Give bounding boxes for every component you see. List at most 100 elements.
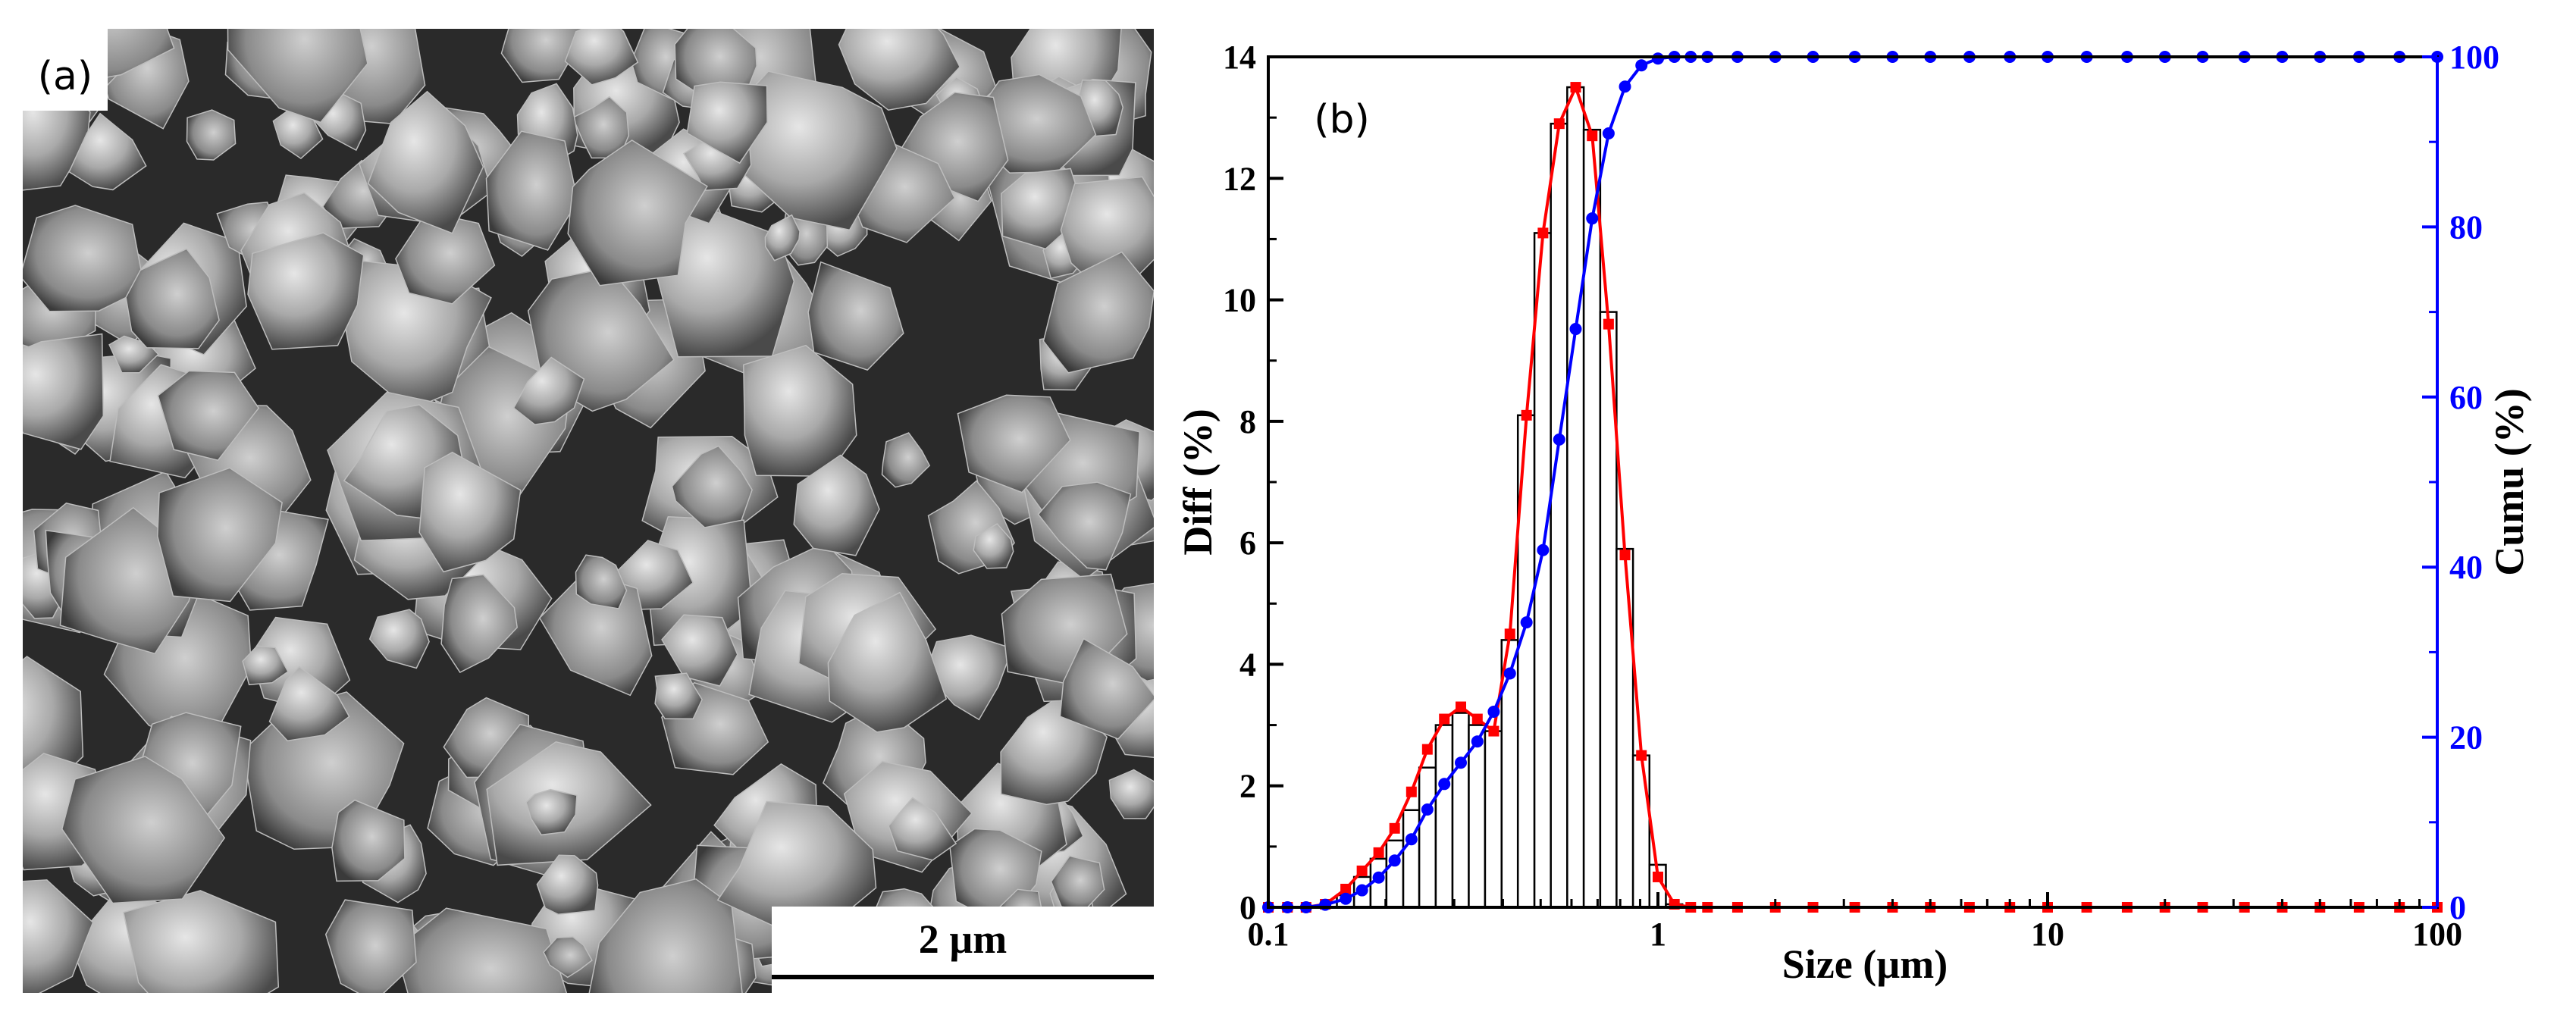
sem-grain — [888, 797, 957, 861]
y-right-tick-label: 60 — [2449, 379, 2483, 416]
sem-grain — [827, 591, 948, 733]
sem-grain — [440, 574, 518, 673]
cumu-point — [1602, 127, 1615, 139]
diff-point — [1587, 130, 1598, 142]
sem-grain — [368, 609, 430, 669]
cumu-point — [1421, 803, 1434, 816]
diff-point — [1389, 822, 1400, 834]
sem-grain — [807, 261, 904, 371]
sem-grain — [418, 451, 522, 573]
histogram-bars — [1336, 86, 1684, 909]
sem-grain — [564, 29, 639, 86]
sem-grain — [686, 81, 768, 164]
sem-grain — [661, 614, 738, 687]
cumu-point — [1586, 212, 1599, 225]
x-tick-label: 10 — [2031, 916, 2064, 953]
histogram-bar — [1418, 766, 1437, 909]
sem-grain — [671, 445, 753, 528]
sem-grain — [157, 370, 260, 462]
diff-point — [1340, 883, 1352, 894]
y-left-tick-label: 14 — [1223, 39, 1256, 76]
y-right-tick-label: 0 — [2449, 889, 2466, 926]
histogram-bar — [1402, 809, 1421, 909]
sem-grain — [123, 890, 280, 993]
diff-point — [1421, 744, 1433, 755]
sem-grain — [538, 571, 653, 697]
sem-grain — [324, 899, 417, 993]
diff-point — [1553, 118, 1565, 130]
sem-grain — [543, 936, 593, 979]
panel-b-label: (b) — [1314, 97, 1370, 143]
cumu-point — [1503, 667, 1516, 680]
sem-grain — [23, 205, 146, 312]
sem-grain — [500, 29, 583, 83]
x-tick-label: 0.1 — [1248, 916, 1290, 953]
sem-grain — [268, 666, 350, 742]
sem-grain — [247, 232, 365, 350]
y-right-tick-label: 80 — [2449, 208, 2483, 246]
diff-point — [1504, 628, 1515, 640]
sem-grain — [61, 756, 226, 904]
sem-micrograph-icon — [23, 29, 1154, 993]
diff-point — [1570, 82, 1581, 93]
diff-point — [1373, 847, 1384, 858]
cumu-point — [1520, 616, 1533, 629]
sem-grain — [125, 248, 220, 349]
diff-point — [1521, 409, 1532, 421]
y-right-tick-label: 20 — [2449, 719, 2483, 756]
cumu-point — [1537, 543, 1550, 556]
diff-point — [1356, 865, 1368, 876]
sem-grain — [1108, 769, 1154, 819]
histogram-bar — [1500, 639, 1519, 909]
cumu-point — [1405, 833, 1418, 846]
sem-grain — [367, 90, 484, 234]
histogram-bar — [1631, 754, 1651, 909]
sem-grain — [395, 211, 496, 305]
diff-point — [1471, 713, 1483, 725]
sem-grain — [23, 879, 94, 993]
cumu-point — [1438, 778, 1451, 791]
cumu-point — [1372, 871, 1385, 884]
panel-a-label: (a) — [38, 54, 92, 99]
sem-grain — [764, 214, 801, 262]
sem-grain — [227, 29, 368, 124]
cumu-point — [1652, 52, 1664, 65]
sem-grain — [512, 356, 585, 425]
diff-point — [1537, 227, 1549, 239]
diff-point — [1653, 871, 1663, 882]
sem-grain — [23, 333, 105, 450]
cumu-point — [1569, 323, 1582, 336]
panel-a: (a) 2 µm — [23, 29, 1154, 993]
cumu-point — [1340, 892, 1352, 905]
y-left-tick-label: 2 — [1239, 768, 1256, 805]
y-left-tick-label: 12 — [1223, 160, 1256, 197]
y-axis-title-right: Cumu (%) — [2487, 388, 2532, 576]
y-right-tick-label: 100 — [2449, 39, 2499, 76]
diff-point — [1455, 701, 1466, 713]
cumu-point — [1553, 433, 1565, 446]
sem-grain — [1042, 251, 1154, 374]
histogram-bar — [1566, 86, 1585, 909]
histogram-bar — [1451, 712, 1470, 909]
histogram-bar — [1550, 122, 1568, 909]
sem-grain — [654, 672, 703, 720]
y-left-tick-label: 6 — [1239, 525, 1256, 562]
sem-grain — [881, 432, 931, 488]
diff-point — [1603, 318, 1614, 330]
sem-grain — [567, 139, 708, 287]
diff-point — [1406, 786, 1417, 797]
y-left-tick-label: 0 — [1239, 889, 1256, 926]
diff-point — [1439, 713, 1450, 725]
sem-grain — [525, 788, 578, 836]
series-markers — [1262, 51, 2443, 913]
cumu-point — [1388, 854, 1401, 867]
histogram-bar — [1615, 547, 1634, 909]
sem-grain — [536, 854, 599, 915]
y-left-tick-label: 10 — [1223, 282, 1256, 319]
diff-point — [1636, 750, 1647, 761]
cumu-point — [1355, 884, 1368, 897]
sem-grain — [793, 454, 880, 556]
cumu-point — [1319, 898, 1332, 911]
